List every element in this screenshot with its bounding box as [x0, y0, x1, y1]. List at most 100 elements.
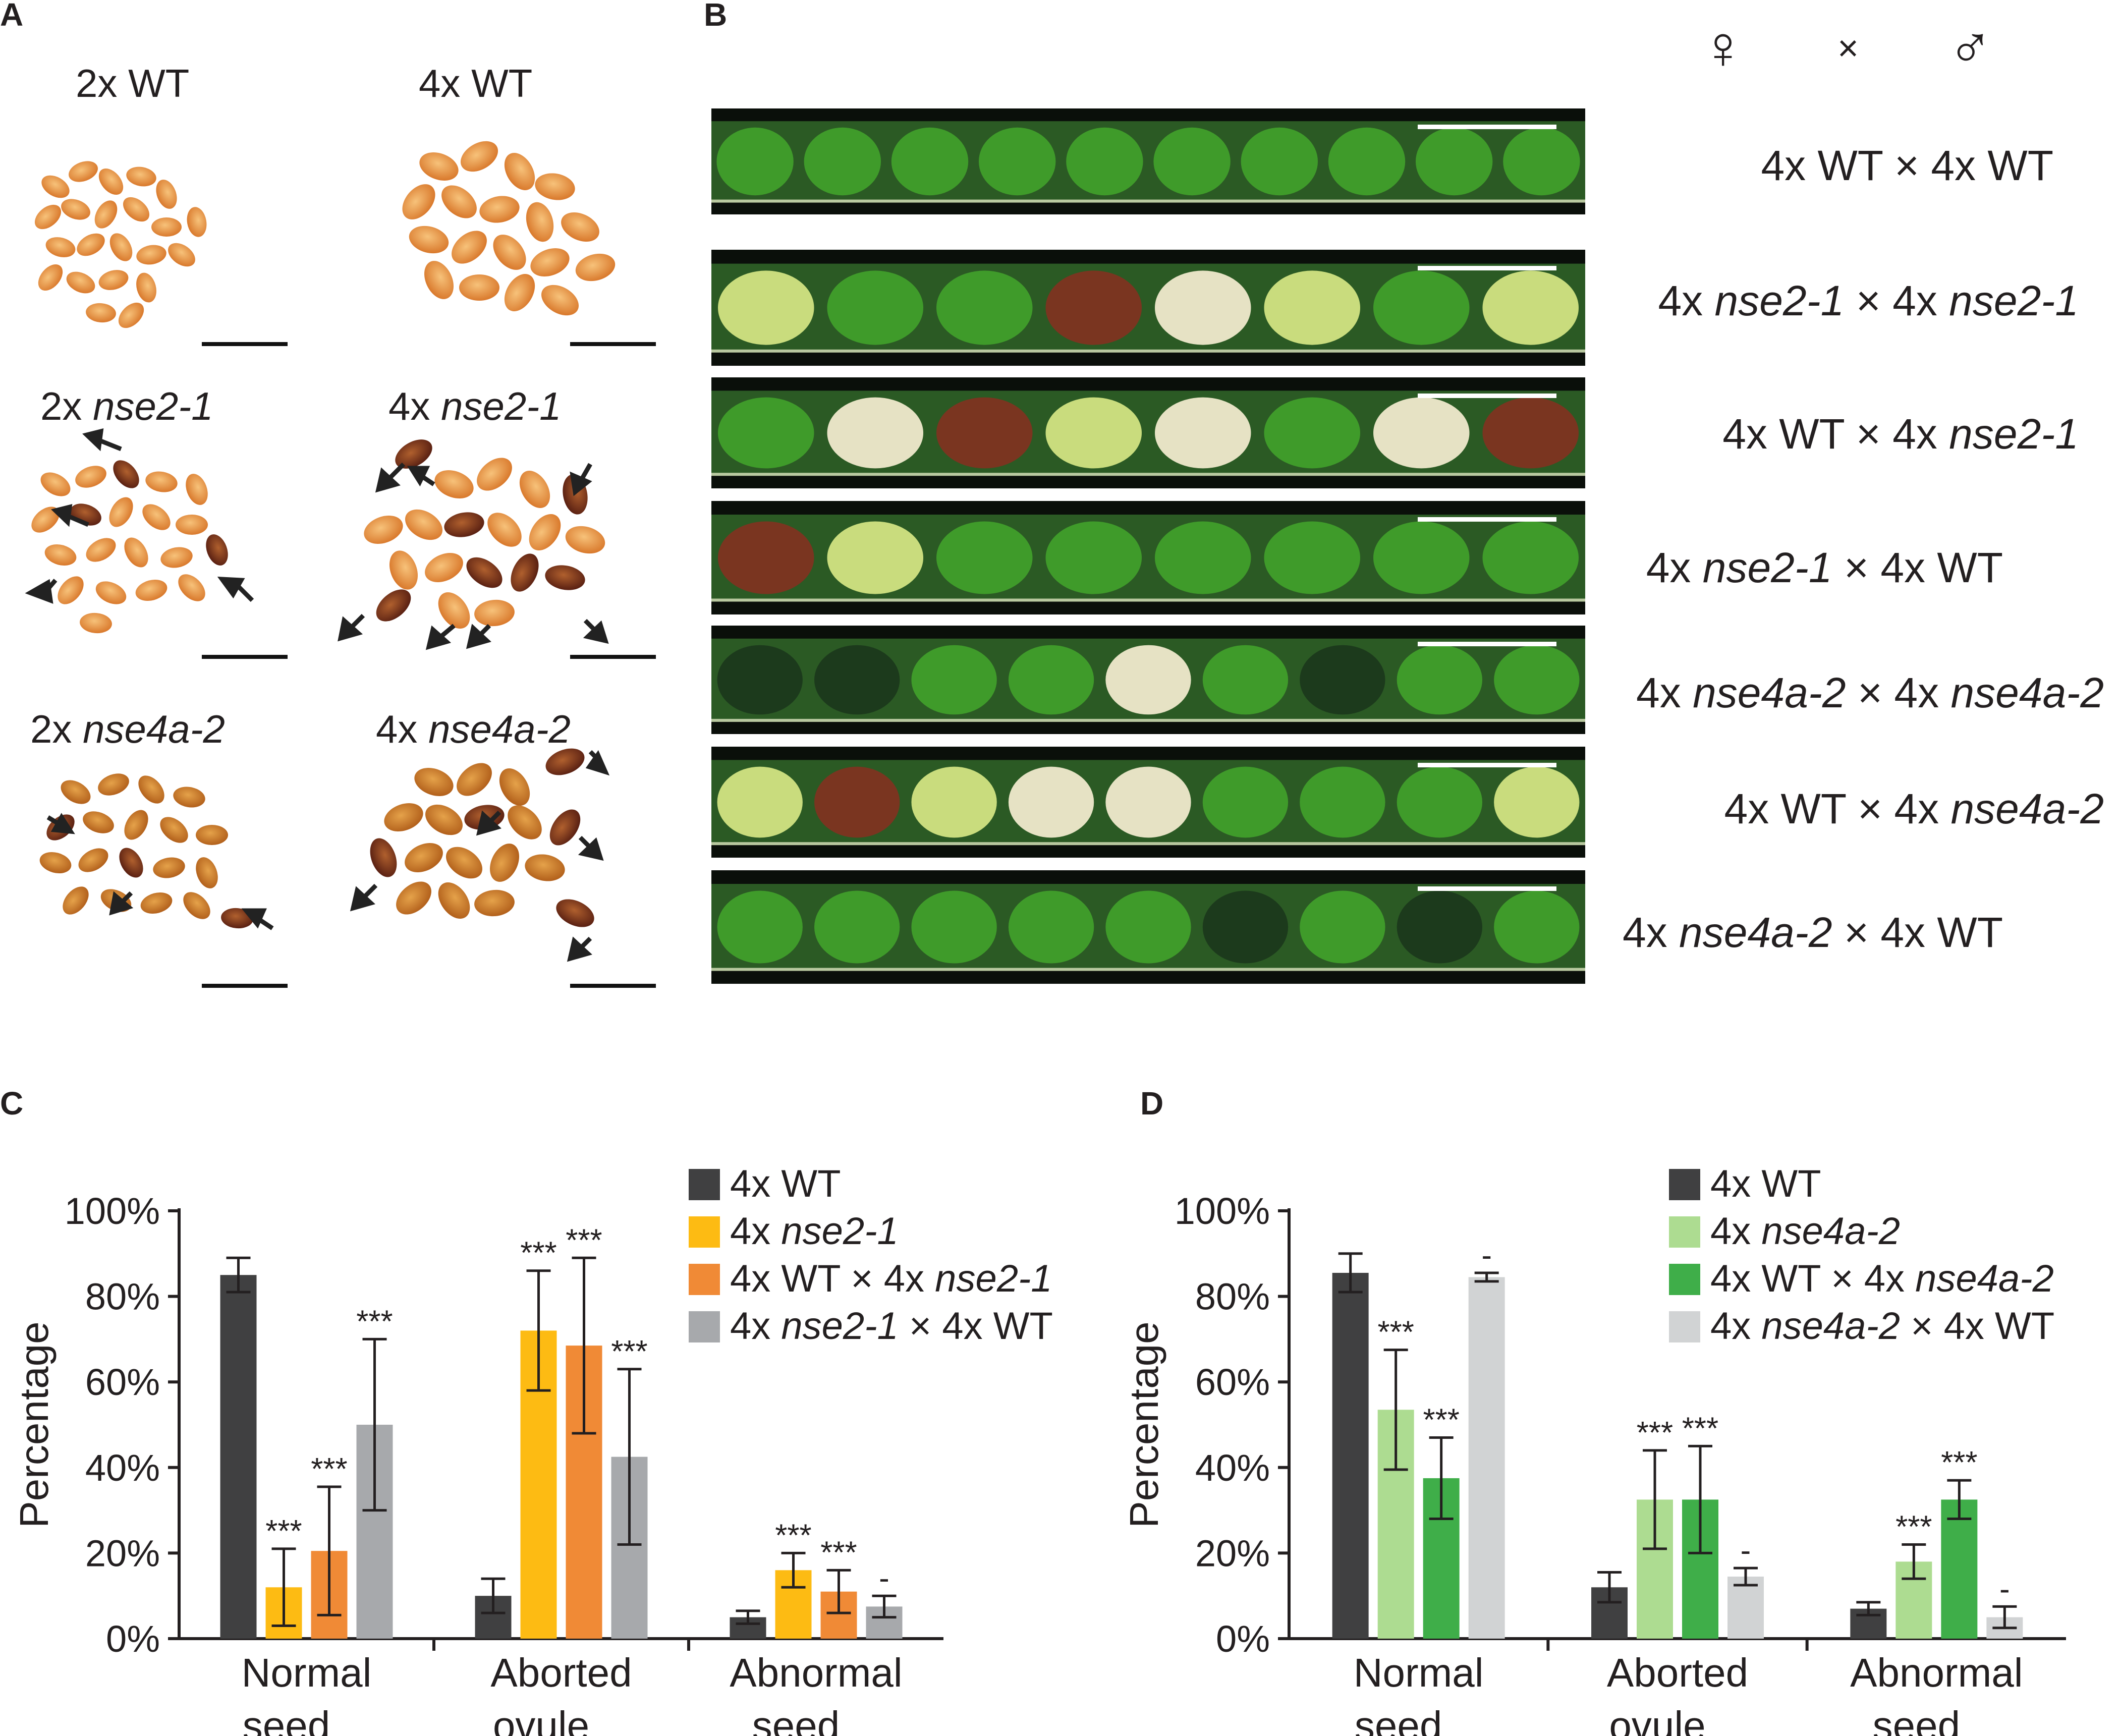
seed-in-silique — [814, 890, 900, 964]
bar — [1468, 1277, 1505, 1639]
seed-in-silique — [1300, 645, 1385, 715]
legend-label: 4x WT × 4x nse4a-2 — [1710, 1257, 2054, 1300]
cross-label-row: 4x nse4a-2 × 4x nse4a-2 — [1636, 669, 2104, 716]
significance-label: *** — [820, 1535, 857, 1570]
seed-in-silique — [1373, 270, 1470, 345]
cross-label-row: 4x nse2-1 × 4x nse2-1 — [1658, 277, 2079, 324]
seed-in-silique — [891, 127, 969, 196]
legend-label: 4x nse2-1 — [730, 1210, 899, 1253]
seed-in-silique — [1154, 397, 1251, 469]
x-category-label: Normal — [1354, 1650, 1484, 1695]
scale-bar — [1418, 886, 1556, 891]
legend-label: 4x nse4a-2 × 4x WT — [1710, 1305, 2054, 1348]
seed-in-silique — [804, 127, 881, 196]
seed-cluster-2x-nse2 — [31, 460, 228, 634]
bar — [1941, 1499, 1978, 1639]
bar — [220, 1275, 257, 1639]
seed-in-silique — [814, 645, 900, 715]
x-category-label: seed — [1873, 1703, 1960, 1736]
seed-in-silique — [827, 521, 924, 594]
cross-label-row: 4x nse4a-2 × 4x WT — [1622, 909, 2003, 956]
female-symbol: ♀ — [1700, 14, 1746, 81]
seed-in-silique — [1494, 766, 1580, 838]
legend-swatch — [1669, 1169, 1700, 1200]
seed-in-silique — [1154, 270, 1251, 345]
cross-label-row: 4x WT × 4x nse4a-2 — [1724, 785, 2104, 832]
seed-in-silique — [1202, 645, 1289, 715]
seed-in-silique — [1202, 766, 1289, 838]
legend-swatch — [1669, 1264, 1700, 1295]
seed-in-silique — [1045, 270, 1142, 345]
significance-label: - — [1481, 1238, 1492, 1273]
significance-label: - — [879, 1561, 889, 1596]
x-category-label: ovule — [1609, 1703, 1705, 1736]
seed-in-silique — [1494, 890, 1580, 964]
scale-bar — [202, 342, 288, 346]
panel-letter-d: D — [1140, 1085, 1164, 1122]
y-tick-label: 60% — [85, 1361, 160, 1403]
significance-label: *** — [356, 1304, 393, 1339]
seed-cluster-2x-nse4a — [39, 773, 253, 929]
significance-label: *** — [611, 1334, 647, 1369]
seed-label-2x-nse4a: 2x nse4a-2 — [30, 707, 225, 751]
seed-in-silique — [717, 645, 803, 715]
bar — [1332, 1272, 1369, 1639]
significance-label: - — [1741, 1533, 1751, 1568]
legend-swatch — [689, 1216, 720, 1248]
y-tick-label: 100% — [1175, 1190, 1270, 1232]
seed-in-silique — [911, 645, 997, 715]
seed-in-silique — [1153, 127, 1231, 196]
seed-in-silique — [1008, 890, 1094, 964]
silique-photo — [711, 747, 1585, 858]
seed-in-silique — [1045, 397, 1142, 469]
y-tick-label: 0% — [1216, 1618, 1270, 1660]
seed-cluster-4x-wt — [402, 141, 616, 316]
cross-times-symbol: × — [1837, 28, 1859, 69]
seed-in-silique — [717, 270, 814, 345]
seed-in-silique — [1202, 890, 1289, 964]
seed-in-silique — [1105, 890, 1191, 964]
scale-bar — [202, 655, 288, 659]
x-category-label: ovule — [493, 1703, 589, 1736]
seed-in-silique — [978, 127, 1056, 196]
scale-bar — [1418, 125, 1556, 129]
seed-in-silique — [1373, 521, 1470, 594]
legend-swatch — [1669, 1216, 1700, 1248]
seed-in-silique — [1482, 270, 1579, 345]
y-tick-label: 40% — [85, 1447, 160, 1489]
seed-label-2x-nse2: 2x nse2-1 — [40, 384, 213, 428]
seed-cluster-2x-wt — [34, 161, 207, 328]
seed-in-silique — [1264, 270, 1361, 345]
male-symbol: ♂ — [1947, 14, 1993, 81]
scale-bar — [1418, 763, 1556, 767]
panel-letter-c: C — [0, 1085, 24, 1122]
scale-bar — [1418, 266, 1556, 270]
scale-bar — [570, 984, 656, 988]
y-axis-label: Percentage — [1122, 1321, 1166, 1528]
x-category-label: seed — [752, 1703, 840, 1736]
y-axis-label: Percentage — [12, 1321, 57, 1528]
seed-in-silique — [1066, 127, 1143, 196]
bar — [1727, 1577, 1764, 1639]
seed-in-silique — [814, 766, 900, 838]
seed-in-silique — [1397, 766, 1483, 838]
y-tick-label: 80% — [1195, 1276, 1270, 1318]
seed-in-silique — [717, 521, 814, 594]
bar-chart-c: 0% 20% 40% 60% 80% 100% Percentage Normal seed **… — [12, 1162, 1053, 1736]
significance-label: *** — [265, 1514, 302, 1549]
seed-in-silique — [1008, 766, 1094, 838]
arrows-4x-nse4a — [350, 750, 610, 962]
panel-letter-b: B — [704, 0, 728, 33]
y-tick-label: 20% — [1195, 1532, 1270, 1574]
scale-bar — [1418, 394, 1556, 398]
x-category-label: Abnormal — [730, 1650, 902, 1695]
y-tick-label: 40% — [1195, 1447, 1270, 1489]
scale-bar — [1418, 642, 1556, 646]
seed-in-silique — [936, 521, 1033, 594]
x-category-label: Aborted — [1607, 1650, 1748, 1695]
seed-label-4x-nse4a: 4x nse4a-2 — [376, 707, 571, 751]
significance-label: *** — [1637, 1416, 1673, 1450]
silique-photo — [711, 108, 1585, 214]
seed-in-silique — [1373, 397, 1470, 469]
legend-label: 4x WT — [1710, 1162, 1821, 1205]
